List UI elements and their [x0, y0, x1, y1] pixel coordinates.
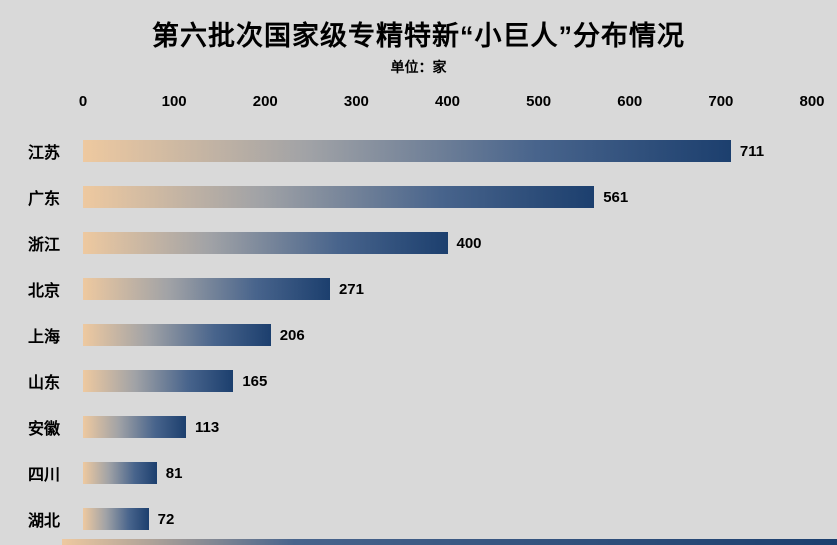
bar-row: 山东 165 — [0, 358, 837, 404]
category-label: 安徽 — [28, 421, 61, 438]
bar — [83, 140, 731, 162]
x-axis-tick: 600 — [617, 93, 643, 110]
chart-subtitle: 单位：家 — [390, 59, 447, 75]
bar-rows: 江苏 711 广东 561 浙江 400 北京 271 上海 206 山东 165 安徽 113 四川 81 湖… — [0, 128, 837, 542]
x-axis-tick: 500 — [526, 93, 552, 110]
category-label: 山东 — [28, 375, 61, 392]
bar-row: 浙江 400 — [0, 220, 837, 266]
value-label: 113 — [194, 418, 220, 436]
value-label: 561 — [603, 188, 629, 206]
value-label: 165 — [242, 372, 268, 390]
category-label: 浙江 — [28, 237, 61, 254]
bar — [83, 370, 234, 392]
category-label: 上海 — [28, 329, 61, 346]
value-label: 400 — [456, 234, 482, 252]
x-axis: 0 100 200 300 400 500 600 700 800 — [0, 93, 837, 113]
category-label: 四川 — [28, 467, 61, 484]
bar — [83, 508, 149, 530]
value-label: 271 — [338, 280, 364, 298]
x-axis-tick: 400 — [434, 93, 461, 110]
category-label: 江苏 — [28, 145, 61, 162]
bar-row: 北京 271 — [0, 266, 837, 312]
category-label: 北京 — [28, 283, 61, 300]
x-axis-tick: 100 — [161, 93, 187, 110]
x-axis-tick: 200 — [252, 93, 278, 110]
chart-title: 第六批次国家级专精特新“小巨人”分布情况 — [152, 21, 685, 51]
value-label: 72 — [157, 510, 175, 528]
category-label: 广东 — [28, 191, 61, 208]
value-label: 81 — [165, 464, 183, 482]
x-axis-tick: 0 — [78, 93, 88, 110]
bar-row: 广东 561 — [0, 174, 837, 220]
bar — [83, 186, 595, 208]
bar-row: 安徽 113 — [0, 404, 837, 450]
x-axis-tick: 700 — [708, 93, 734, 110]
bottom-strip — [62, 539, 837, 545]
bar-row: 上海 206 — [0, 312, 837, 358]
bar — [83, 232, 448, 254]
bar-row: 湖北 72 — [0, 496, 837, 542]
bar — [83, 324, 271, 346]
x-axis-tick: 300 — [343, 93, 369, 110]
bar — [83, 278, 330, 300]
bar-row: 四川 81 — [0, 450, 837, 496]
bar — [83, 416, 186, 438]
bar — [83, 462, 157, 484]
x-axis-tick: 800 — [799, 93, 825, 110]
value-label: 206 — [279, 326, 305, 344]
category-label: 湖北 — [28, 513, 61, 530]
value-label: 711 — [739, 142, 765, 160]
bar-row: 江苏 711 — [0, 128, 837, 174]
